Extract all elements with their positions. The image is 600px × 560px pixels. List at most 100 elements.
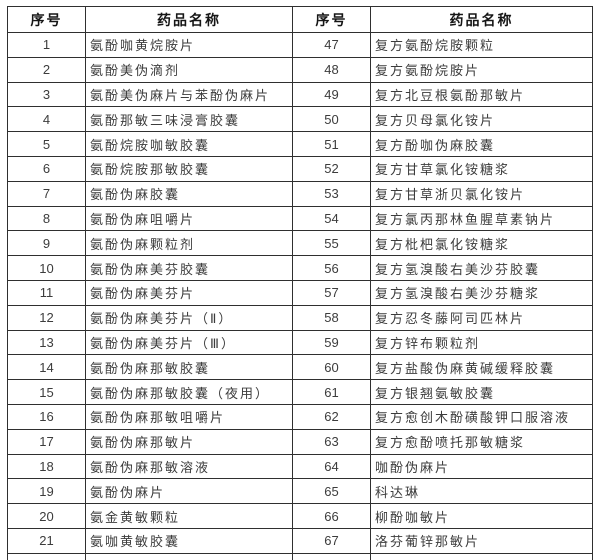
row-number-cell: 48 <box>292 56 371 83</box>
table-row: 15 氨酚伪麻那敏胶囊（夜用） 61 复方银翘氨敏胶囊 <box>7 379 593 405</box>
drug-name-cell: 复方氢溴酸右美沙芬糖浆 <box>370 279 593 306</box>
table-row: 19 氨酚伪麻片 65 科达琳 <box>7 478 593 505</box>
drug-name-cell: 氨酚伪麻胶囊 <box>85 180 293 207</box>
row-number-cell: 63 <box>292 428 371 455</box>
row-number-cell: 17 <box>7 428 86 455</box>
header-right-drug-name: 药品名称 <box>370 6 593 33</box>
drug-name-cell: 氨金黄敏颗粒 <box>85 503 293 529</box>
row-number-cell: 21 <box>7 527 86 554</box>
table-row: 7 氨酚伪麻胶囊 53 复方甘草浙贝氯化铵片 <box>7 180 593 207</box>
row-number-cell: 19 <box>7 478 86 505</box>
drug-name-cell: 氨酚咖黄烷胺片 <box>85 32 293 58</box>
row-number-cell: 20 <box>7 503 86 529</box>
table-row: 1 氨酚咖黄烷胺片 47 复方氨酚烷胺颗粒 <box>7 32 593 58</box>
table-row: 9 氨酚伪麻颗粒剂 55 复方枇杷氯化铵糖浆 <box>7 230 593 257</box>
drug-name-cell: 复方北豆根氨酚那敏片 <box>370 81 593 108</box>
drug-name-cell: 复方锌布颗粒剂 <box>370 329 593 356</box>
row-number-cell: 58 <box>292 304 371 331</box>
drug-name-cell: 咖酚伪麻片 <box>370 453 593 480</box>
drug-name-cell: 复方愈创木酚磺酸钾口服溶液 <box>370 403 593 430</box>
clipped-cell <box>7 552 86 560</box>
clipped-next-row <box>7 552 593 560</box>
row-number-cell: 65 <box>292 478 371 505</box>
drug-name-cell: 柳酚咖敏片 <box>370 503 593 529</box>
drug-name-cell: 氨酚伪麻那敏溶液 <box>85 453 293 480</box>
clipped-cell <box>370 552 593 560</box>
drug-name-cell: 氨酚那敏三味浸膏胶囊 <box>85 106 293 133</box>
row-number-cell: 14 <box>7 354 86 381</box>
table-header: 序号 药品名称 序号 药品名称 <box>7 6 593 33</box>
row-number-cell: 6 <box>7 155 86 182</box>
table-row: 16 氨酚伪麻那敏咀嚼片 62 复方愈创木酚磺酸钾口服溶液 <box>7 403 593 430</box>
row-number-cell: 53 <box>292 180 371 207</box>
drug-name-cell: 复方氨酚烷胺颗粒 <box>370 32 593 58</box>
table-row: 2 氨酚美伪滴剂 48 复方氨酚烷胺片 <box>7 56 593 83</box>
table-row: 5 氨酚烷胺咖敏胶囊 51 复方酚咖伪麻胶囊 <box>7 131 593 157</box>
drug-name-cell: 氨酚伪麻那敏胶囊（夜用） <box>85 379 293 405</box>
row-number-cell: 12 <box>7 304 86 331</box>
table-row: 6 氨酚烷胺那敏胶囊 52 复方甘草氯化铵糖浆 <box>7 155 593 182</box>
header-left-index: 序号 <box>7 6 86 33</box>
row-number-cell: 52 <box>292 155 371 182</box>
row-number-cell: 15 <box>7 379 86 405</box>
drug-name-cell: 氨酚伪麻美芬片 <box>85 279 293 306</box>
table-row: 4 氨酚那敏三味浸膏胶囊 50 复方贝母氯化铵片 <box>7 106 593 133</box>
row-number-cell: 7 <box>7 180 86 207</box>
clipped-cell <box>292 552 371 560</box>
table-row: 8 氨酚伪麻咀嚼片 54 复方氯丙那林鱼腥草素钠片 <box>7 205 593 232</box>
drug-name-cell: 氨酚伪麻美芬胶囊 <box>85 255 293 281</box>
drug-name-cell: 氨酚烷胺咖敏胶囊 <box>85 131 293 157</box>
drug-name-cell: 复方甘草浙贝氯化铵片 <box>370 180 593 207</box>
row-number-cell: 61 <box>292 379 371 405</box>
table-row: 18 氨酚伪麻那敏溶液 64 咖酚伪麻片 <box>7 453 593 480</box>
row-number-cell: 3 <box>7 81 86 108</box>
drug-name-cell: 氨酚美伪麻片与苯酚伪麻片 <box>85 81 293 108</box>
drug-name-cell: 氨酚伪麻美芬片（Ⅱ） <box>85 304 293 331</box>
row-number-cell: 13 <box>7 329 86 356</box>
row-number-cell: 60 <box>292 354 371 381</box>
row-number-cell: 57 <box>292 279 371 306</box>
table-row: 11 氨酚伪麻美芬片 57 复方氢溴酸右美沙芬糖浆 <box>7 279 593 306</box>
row-number-cell: 50 <box>292 106 371 133</box>
drug-name-cell: 氨酚伪麻片 <box>85 478 293 505</box>
row-number-cell: 9 <box>7 230 86 257</box>
drug-name-cell: 复方银翘氨敏胶囊 <box>370 379 593 405</box>
drug-name-cell: 复方贝母氯化铵片 <box>370 106 593 133</box>
header-right-index: 序号 <box>292 6 371 33</box>
row-number-cell: 47 <box>292 32 371 58</box>
drug-name-cell: 氨酚伪麻那敏胶囊 <box>85 354 293 381</box>
row-number-cell: 64 <box>292 453 371 480</box>
clipped-cell <box>85 552 293 560</box>
row-number-cell: 59 <box>292 329 371 356</box>
table-row: 14 氨酚伪麻那敏胶囊 60 复方盐酸伪麻黄碱缓释胶囊 <box>7 354 593 381</box>
row-number-cell: 67 <box>292 527 371 554</box>
table-body: 1 氨酚咖黄烷胺片 47 复方氨酚烷胺颗粒 2 氨酚美伪滴剂 48 复方氨酚烷胺片 3 氨酚美伪麻… <box>7 32 593 560</box>
drug-name-cell: 复方氢溴酸右美沙芬胶囊 <box>370 255 593 281</box>
row-number-cell: 62 <box>292 403 371 430</box>
drug-name-cell: 氨酚伪麻颗粒剂 <box>85 230 293 257</box>
table-row: 21 氨咖黄敏胶囊 67 洛芬葡锌那敏片 <box>7 527 593 554</box>
row-number-cell: 54 <box>292 205 371 232</box>
drug-name-cell: 氨酚美伪滴剂 <box>85 56 293 83</box>
row-number-cell: 10 <box>7 255 86 281</box>
table-row: 13 氨酚伪麻美芬片（Ⅲ） 59 复方锌布颗粒剂 <box>7 329 593 356</box>
drug-name-cell: 复方忍冬藤阿司匹林片 <box>370 304 593 331</box>
drug-name-cell: 复方愈酚喷托那敏糖浆 <box>370 428 593 455</box>
row-number-cell: 51 <box>292 131 371 157</box>
header-left-drug-name: 药品名称 <box>85 6 293 33</box>
row-number-cell: 66 <box>292 503 371 529</box>
drug-name-cell: 氨酚伪麻咀嚼片 <box>85 205 293 232</box>
drug-name-cell: 氨酚烷胺那敏胶囊 <box>85 155 293 182</box>
drug-name-cell: 氨酚伪麻美芬片（Ⅲ） <box>85 329 293 356</box>
drug-name-cell: 复方氯丙那林鱼腥草素钠片 <box>370 205 593 232</box>
drug-name-cell: 复方氨酚烷胺片 <box>370 56 593 83</box>
drug-name-cell: 复方盐酸伪麻黄碱缓释胶囊 <box>370 354 593 381</box>
drug-name-cell: 复方枇杷氯化铵糖浆 <box>370 230 593 257</box>
drug-name-cell: 复方甘草氯化铵糖浆 <box>370 155 593 182</box>
drug-name-cell: 氨酚伪麻那敏咀嚼片 <box>85 403 293 430</box>
table-row: 12 氨酚伪麻美芬片（Ⅱ） 58 复方忍冬藤阿司匹林片 <box>7 304 593 331</box>
drug-name-cell: 氨咖黄敏胶囊 <box>85 527 293 554</box>
row-number-cell: 11 <box>7 279 86 306</box>
header-row: 序号 药品名称 序号 药品名称 <box>7 6 593 33</box>
